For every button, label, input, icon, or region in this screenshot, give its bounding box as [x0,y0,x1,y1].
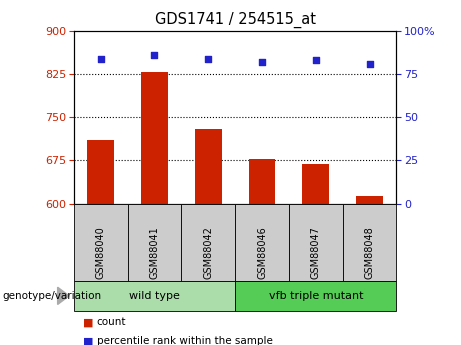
Point [258,59,266,65]
Point [205,56,212,61]
Text: ■: ■ [83,317,94,327]
Bar [87,140,114,204]
Title: GDS1741 / 254515_at: GDS1741 / 254515_at [154,12,316,28]
Text: GSM88041: GSM88041 [149,227,160,279]
Point [312,58,319,63]
Point [151,52,158,58]
Text: count: count [97,317,126,327]
Text: GSM88048: GSM88048 [365,227,375,279]
Text: GSM88042: GSM88042 [203,227,213,279]
Text: GSM88046: GSM88046 [257,227,267,279]
Bar [356,196,383,204]
Bar [248,159,275,204]
Point [97,56,104,61]
Text: GSM88047: GSM88047 [311,227,321,279]
Text: ■: ■ [83,336,94,345]
Text: vfb triple mutant: vfb triple mutant [269,291,363,301]
Text: wild type: wild type [129,291,180,301]
Bar [302,165,329,204]
Bar [141,72,168,204]
Point [366,61,373,67]
Text: genotype/variation: genotype/variation [2,291,101,301]
Text: percentile rank within the sample: percentile rank within the sample [97,336,273,345]
Bar [195,129,222,204]
Text: GSM88040: GSM88040 [95,227,106,279]
